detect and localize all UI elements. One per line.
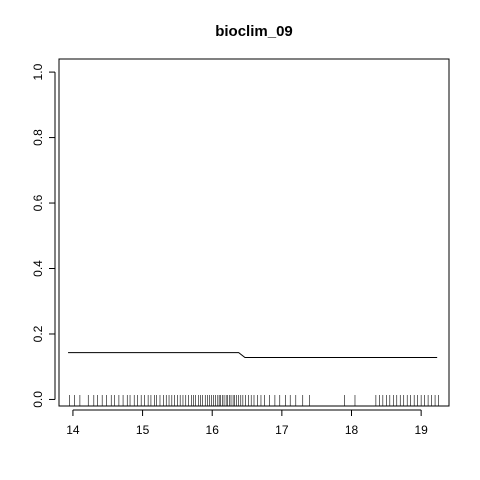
series-group — [68, 352, 438, 359]
x-axis: 14 15 16 17 18 19 — [66, 409, 428, 437]
x-tick-label: 17 — [275, 423, 289, 437]
plot-box — [58, 58, 450, 407]
chart-title: bioclim_09 — [215, 23, 293, 40]
x-tick-label: 14 — [66, 423, 80, 437]
y-tick-label: 0.8 — [31, 129, 45, 146]
y-tick-label: 0.6 — [31, 194, 45, 211]
x-tick-label: 16 — [206, 423, 220, 437]
y-tick-label: 0.0 — [31, 391, 45, 408]
x-tick-label: 19 — [414, 423, 428, 437]
y-tick-label: 0.2 — [31, 325, 45, 342]
y-axis: 0.0 0.2 0.4 0.6 0.8 1.0 — [31, 63, 56, 408]
rug-marks — [69, 395, 439, 406]
y-tick-label: 0.4 — [31, 260, 45, 277]
x-tick-label: 15 — [136, 423, 150, 437]
x-tick-label: 18 — [345, 423, 359, 437]
y-tick-label: 1.0 — [31, 63, 45, 80]
response-line — [68, 352, 438, 359]
